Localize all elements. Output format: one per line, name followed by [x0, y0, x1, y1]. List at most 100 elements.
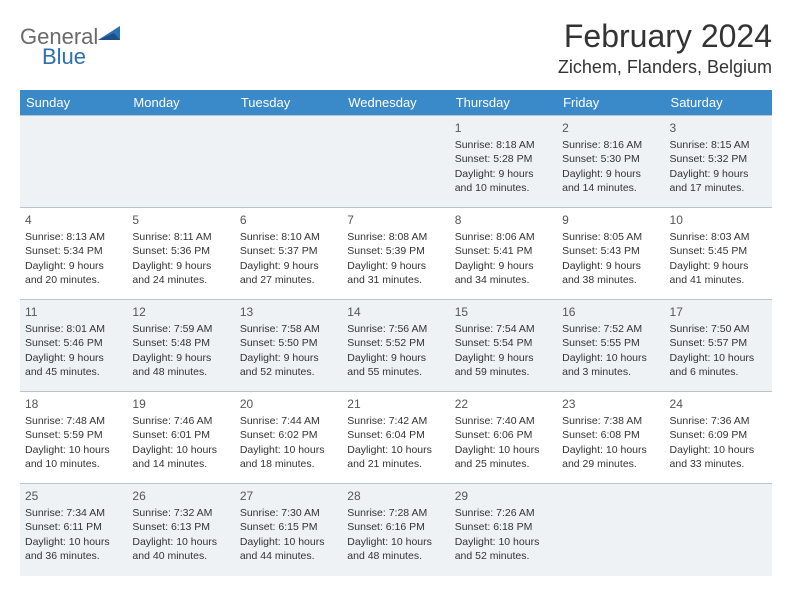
day-header: Thursday: [450, 90, 557, 116]
sunset-text: Sunset: 5:30 PM: [562, 152, 659, 166]
calendar-cell: 23Sunrise: 7:38 AMSunset: 6:08 PMDayligh…: [557, 392, 664, 484]
daylight-text: Daylight: 10 hours and 21 minutes.: [347, 443, 444, 471]
sunrise-text: Sunrise: 7:52 AM: [562, 322, 659, 336]
sunrise-text: Sunrise: 8:15 AM: [670, 138, 767, 152]
day-number: 16: [562, 304, 659, 320]
sunrise-text: Sunrise: 7:44 AM: [240, 414, 337, 428]
calendar-cell: 13Sunrise: 7:58 AMSunset: 5:50 PMDayligh…: [235, 300, 342, 392]
sunset-text: Sunset: 5:37 PM: [240, 244, 337, 258]
calendar-cell: 8Sunrise: 8:06 AMSunset: 5:41 PMDaylight…: [450, 208, 557, 300]
daylight-text: Daylight: 10 hours and 40 minutes.: [132, 535, 229, 563]
day-header: Friday: [557, 90, 664, 116]
sunset-text: Sunset: 6:16 PM: [347, 520, 444, 534]
sunrise-text: Sunrise: 7:59 AM: [132, 322, 229, 336]
sunset-text: Sunset: 5:54 PM: [455, 336, 552, 350]
daylight-text: Daylight: 10 hours and 18 minutes.: [240, 443, 337, 471]
sunset-text: Sunset: 5:34 PM: [25, 244, 122, 258]
daylight-text: Daylight: 10 hours and 25 minutes.: [455, 443, 552, 471]
calendar-cell: 2Sunrise: 8:16 AMSunset: 5:30 PMDaylight…: [557, 116, 664, 208]
calendar-cell: 28Sunrise: 7:28 AMSunset: 6:16 PMDayligh…: [342, 484, 449, 576]
day-number: 25: [25, 488, 122, 504]
calendar-cell: [665, 484, 772, 576]
sunrise-text: Sunrise: 8:16 AM: [562, 138, 659, 152]
sunset-text: Sunset: 5:36 PM: [132, 244, 229, 258]
day-number: 6: [240, 212, 337, 228]
day-number: 22: [455, 396, 552, 412]
sunset-text: Sunset: 5:43 PM: [562, 244, 659, 258]
calendar-cell: 21Sunrise: 7:42 AMSunset: 6:04 PMDayligh…: [342, 392, 449, 484]
calendar-cell: 1Sunrise: 8:18 AMSunset: 5:28 PMDaylight…: [450, 116, 557, 208]
sunrise-text: Sunrise: 8:01 AM: [25, 322, 122, 336]
calendar-cell: 29Sunrise: 7:26 AMSunset: 6:18 PMDayligh…: [450, 484, 557, 576]
calendar-cell: 17Sunrise: 7:50 AMSunset: 5:57 PMDayligh…: [665, 300, 772, 392]
daylight-text: Daylight: 10 hours and 10 minutes.: [25, 443, 122, 471]
calendar-cell: [127, 116, 234, 208]
calendar-cell: 20Sunrise: 7:44 AMSunset: 6:02 PMDayligh…: [235, 392, 342, 484]
daylight-text: Daylight: 10 hours and 36 minutes.: [25, 535, 122, 563]
day-header: Saturday: [665, 90, 772, 116]
sunset-text: Sunset: 5:32 PM: [670, 152, 767, 166]
sunset-text: Sunset: 5:28 PM: [455, 152, 552, 166]
day-number: 28: [347, 488, 444, 504]
calendar-cell: [342, 116, 449, 208]
day-number: 20: [240, 396, 337, 412]
calendar-cell: 12Sunrise: 7:59 AMSunset: 5:48 PMDayligh…: [127, 300, 234, 392]
day-number: 24: [670, 396, 767, 412]
day-number: 4: [25, 212, 122, 228]
daylight-text: Daylight: 10 hours and 6 minutes.: [670, 351, 767, 379]
day-header: Wednesday: [342, 90, 449, 116]
calendar-cell: [20, 116, 127, 208]
calendar-cell: 18Sunrise: 7:48 AMSunset: 5:59 PMDayligh…: [20, 392, 127, 484]
calendar-row: 18Sunrise: 7:48 AMSunset: 5:59 PMDayligh…: [20, 392, 772, 484]
month-title: February 2024: [558, 18, 772, 55]
sunset-text: Sunset: 5:50 PM: [240, 336, 337, 350]
daylight-text: Daylight: 9 hours and 24 minutes.: [132, 259, 229, 287]
sunrise-text: Sunrise: 7:26 AM: [455, 506, 552, 520]
day-number: 18: [25, 396, 122, 412]
calendar-cell: 24Sunrise: 7:36 AMSunset: 6:09 PMDayligh…: [665, 392, 772, 484]
daylight-text: Daylight: 10 hours and 52 minutes.: [455, 535, 552, 563]
calendar-cell: 16Sunrise: 7:52 AMSunset: 5:55 PMDayligh…: [557, 300, 664, 392]
day-number: 9: [562, 212, 659, 228]
sunset-text: Sunset: 5:41 PM: [455, 244, 552, 258]
calendar-cell: 10Sunrise: 8:03 AMSunset: 5:45 PMDayligh…: [665, 208, 772, 300]
logo-triangle-icon: [98, 24, 124, 47]
sunset-text: Sunset: 5:46 PM: [25, 336, 122, 350]
sunrise-text: Sunrise: 8:13 AM: [25, 230, 122, 244]
sunset-text: Sunset: 5:45 PM: [670, 244, 767, 258]
daylight-text: Daylight: 10 hours and 29 minutes.: [562, 443, 659, 471]
calendar-cell: 3Sunrise: 8:15 AMSunset: 5:32 PMDaylight…: [665, 116, 772, 208]
calendar-cell: 6Sunrise: 8:10 AMSunset: 5:37 PMDaylight…: [235, 208, 342, 300]
calendar-cell: 27Sunrise: 7:30 AMSunset: 6:15 PMDayligh…: [235, 484, 342, 576]
calendar-cell: [557, 484, 664, 576]
day-number: 8: [455, 212, 552, 228]
day-number: 12: [132, 304, 229, 320]
sunset-text: Sunset: 5:52 PM: [347, 336, 444, 350]
day-header: Sunday: [20, 90, 127, 116]
calendar-cell: 4Sunrise: 8:13 AMSunset: 5:34 PMDaylight…: [20, 208, 127, 300]
calendar-row: 11Sunrise: 8:01 AMSunset: 5:46 PMDayligh…: [20, 300, 772, 392]
sunrise-text: Sunrise: 8:10 AM: [240, 230, 337, 244]
sunrise-text: Sunrise: 7:38 AM: [562, 414, 659, 428]
sunset-text: Sunset: 6:18 PM: [455, 520, 552, 534]
calendar-header-row: Sunday Monday Tuesday Wednesday Thursday…: [20, 90, 772, 116]
sunset-text: Sunset: 5:39 PM: [347, 244, 444, 258]
daylight-text: Daylight: 10 hours and 48 minutes.: [347, 535, 444, 563]
calendar-cell: 9Sunrise: 8:05 AMSunset: 5:43 PMDaylight…: [557, 208, 664, 300]
sunset-text: Sunset: 5:59 PM: [25, 428, 122, 442]
sunrise-text: Sunrise: 8:08 AM: [347, 230, 444, 244]
daylight-text: Daylight: 9 hours and 48 minutes.: [132, 351, 229, 379]
day-number: 23: [562, 396, 659, 412]
daylight-text: Daylight: 9 hours and 17 minutes.: [670, 167, 767, 195]
sunrise-text: Sunrise: 7:36 AM: [670, 414, 767, 428]
calendar-cell: 11Sunrise: 8:01 AMSunset: 5:46 PMDayligh…: [20, 300, 127, 392]
sunrise-text: Sunrise: 7:56 AM: [347, 322, 444, 336]
calendar-row: 4 Sunrise: 8:13 AMSunset: 5:34 PM Daylight…: [20, 208, 772, 300]
day-number: 14: [347, 304, 444, 320]
sunset-text: Sunset: 6:13 PM: [132, 520, 229, 534]
logo: General Blue: [20, 18, 124, 70]
day-header: Monday: [127, 90, 234, 116]
calendar-cell: 22Sunrise: 7:40 AMSunset: 6:06 PMDayligh…: [450, 392, 557, 484]
sunrise-text: Sunrise: 7:54 AM: [455, 322, 552, 336]
sunrise-text: Sunrise: 7:58 AM: [240, 322, 337, 336]
